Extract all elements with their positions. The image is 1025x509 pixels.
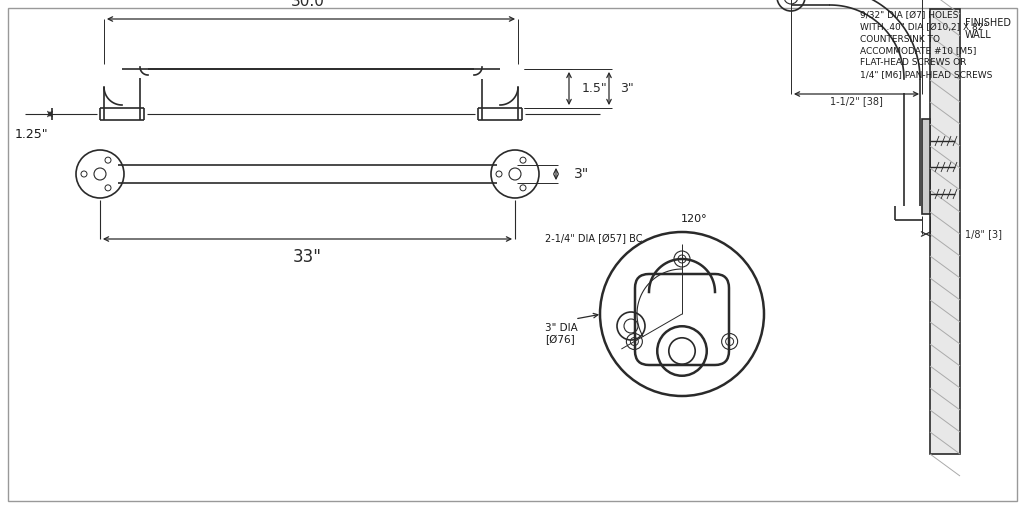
Text: 9/32" DIA [Ø7] HOLES
WITH .40" DIA [Ø10,2] X 82°
COUNTERSINK TO
ACCOMMODATE #10 : 9/32" DIA [Ø7] HOLES WITH .40" DIA [Ø10,… [860, 11, 992, 79]
Bar [922, 119, 930, 214]
Text: 1.25": 1.25" [15, 127, 48, 140]
Text: 3": 3" [620, 82, 633, 95]
Text: 1/8" [3]: 1/8" [3] [965, 229, 1002, 239]
Text: FINISHED
WALL: FINISHED WALL [965, 18, 1011, 40]
Text: 2-1/4" DIA [Ø57] BC: 2-1/4" DIA [Ø57] BC [545, 234, 643, 244]
Text: 3" DIA
[Ø76]: 3" DIA [Ø76] [545, 323, 578, 345]
Text: 3": 3" [574, 167, 589, 181]
Text: 120°: 120° [681, 214, 707, 224]
Text: 33": 33" [293, 248, 322, 266]
Bar [930, 9, 960, 454]
Text: 30.0": 30.0" [290, 0, 331, 9]
Text: 1.5": 1.5" [582, 82, 608, 95]
Text: 1-1/2" [38]: 1-1/2" [38] [830, 96, 883, 106]
